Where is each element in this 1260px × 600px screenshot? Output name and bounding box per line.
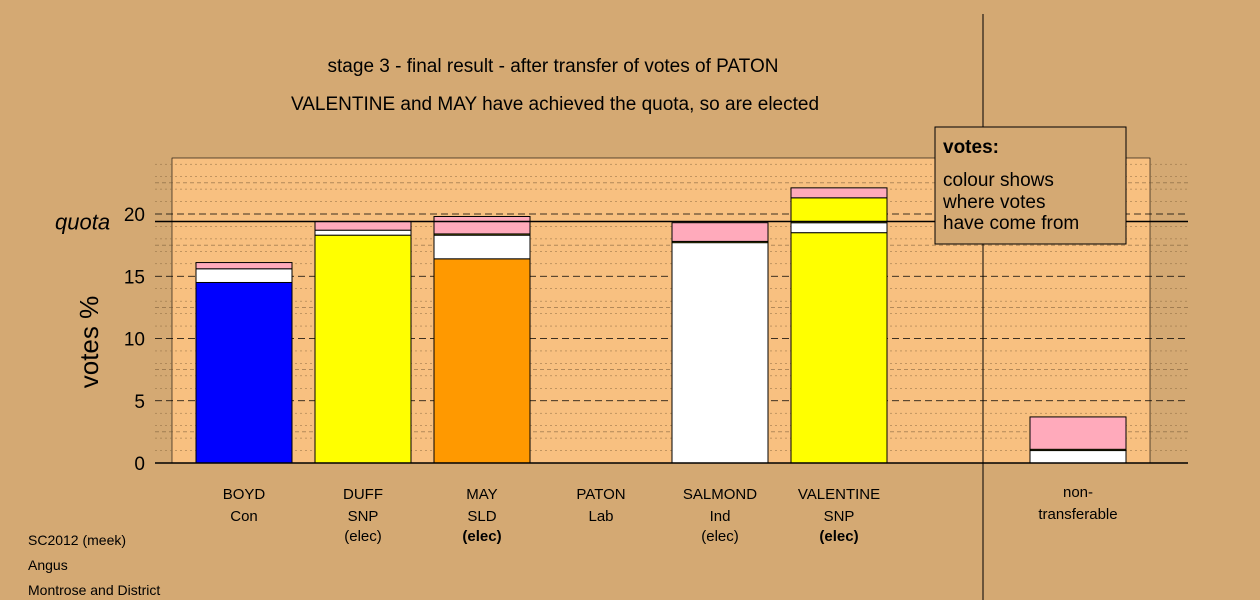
x-labels: BOYD Con DUFF SNP (elec) MAY SLD (elec) PATON Lab… (223, 484, 1118, 545)
bar-segment-other (314, 229, 412, 236)
bar-boyd (195, 262, 293, 464)
y-tick-label: 0 (134, 454, 145, 475)
bar-duff (314, 220, 412, 464)
y-tick-label: 20 (124, 205, 145, 226)
non-transferable-label: transferable (1038, 506, 1117, 523)
legend-line-3: have come from (943, 213, 1079, 234)
bar-segment-lab (314, 220, 412, 231)
bar-segment-snp (314, 234, 412, 464)
bar-segment-snp (790, 197, 888, 224)
candidate-name-label: SALMOND (683, 486, 757, 503)
bar-segment-sld (433, 258, 531, 464)
legend-box: votes: colour shows where votes have com… (934, 126, 1127, 245)
candidate-party-label: Ind (710, 508, 731, 525)
y-tick-label: 10 (124, 330, 145, 351)
legend-background (934, 126, 1127, 245)
footer-ward: Montrose and District (28, 582, 160, 598)
legend-heading: votes: (943, 137, 999, 158)
quota-label: quota (55, 209, 110, 234)
y-tick-label: 5 (134, 392, 145, 413)
candidate-party-label: SNP (348, 508, 379, 525)
candidate-party-label: SLD (467, 508, 496, 525)
candidate-status-label: (elec) (462, 528, 501, 545)
bar-segment-lab (1029, 416, 1127, 450)
bar-segment-other (790, 222, 888, 234)
candidate-name-label: BOYD (223, 486, 266, 503)
candidate-name-label: MAY (466, 486, 497, 503)
candidate-status-label: (elec) (701, 528, 739, 545)
bar-segment-lab (195, 262, 293, 270)
candidate-status-label: (elec) (344, 528, 382, 545)
bar-segment-ind (671, 242, 769, 464)
bar-segment-con (195, 281, 293, 464)
candidate-name-label: VALENTINE (798, 486, 880, 503)
chart-title-line2: VALENTINE and MAY have achieved the quot… (291, 94, 819, 115)
candidate-party-label: Con (230, 508, 258, 525)
candidate-name-label: DUFF (343, 486, 383, 503)
candidate-status-label: (elec) (819, 528, 858, 545)
bars: quota (55, 187, 1188, 464)
bar-segment-other (1029, 450, 1127, 464)
bar-may (433, 215, 531, 464)
bar-non-transferable (1029, 416, 1127, 464)
chart-title-line1: stage 3 - final result - after transfer … (328, 56, 779, 77)
bar-segment-lab (433, 215, 531, 235)
bar-segment-lab (671, 222, 769, 242)
bar-segment-lab (790, 187, 888, 199)
y-axis: 0 5 10 15 20 (124, 205, 145, 475)
bar-segment-other (433, 234, 531, 260)
candidate-party-label: Lab (588, 508, 613, 525)
candidate-party-label: SNP (824, 508, 855, 525)
bar-segment-other (195, 268, 293, 283)
non-transferable-label: non- (1063, 484, 1093, 501)
legend-line-2: where votes (942, 192, 1045, 213)
footer-method: SC2012 (meek) (28, 532, 126, 548)
candidate-name-label: PATON (576, 486, 625, 503)
bar-salmond (671, 222, 769, 464)
y-tick-label: 15 (124, 267, 145, 288)
bar-segment-snp (790, 232, 888, 464)
legend-line-1: colour shows (943, 170, 1054, 191)
y-axis-title: votes % (74, 296, 104, 389)
bar-valentine (790, 187, 888, 464)
footer-council: Angus (28, 557, 68, 573)
